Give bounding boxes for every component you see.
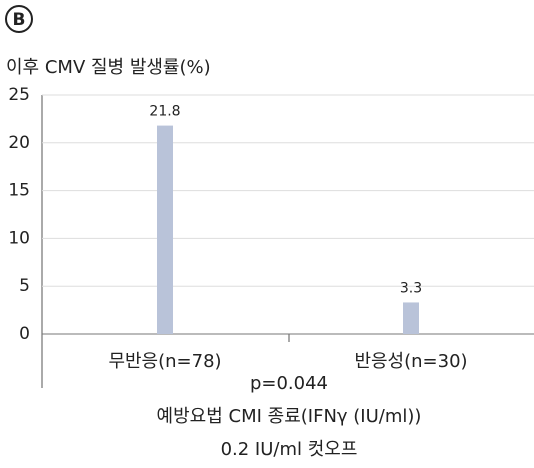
y-axis-title: 이후 CMV 질병 발생률(%) bbox=[6, 57, 211, 78]
bar bbox=[403, 302, 419, 334]
annotation: p=0.044 bbox=[250, 373, 328, 394]
x-axis-title: 예방요법 CMI 종료(IFNγ (IU/ml)) bbox=[157, 406, 422, 427]
y-tick-label: 0 bbox=[19, 324, 30, 344]
y-tick-label: 10 bbox=[8, 228, 30, 248]
x-axis-title: 0.2 IU/ml 컷오프 bbox=[221, 439, 358, 460]
x-tick-label: 무반응(n=78) bbox=[108, 351, 221, 372]
bar bbox=[157, 125, 173, 334]
y-tick-label: 15 bbox=[8, 181, 30, 201]
x-tick-label: 반응성(n=30) bbox=[354, 351, 467, 372]
y-tick-label: 20 bbox=[8, 133, 30, 153]
y-tick-label: 25 bbox=[8, 85, 30, 105]
panel-label: B bbox=[13, 10, 26, 30]
value-label: 3.3 bbox=[400, 280, 422, 296]
panel-circle bbox=[5, 5, 33, 33]
y-tick-label: 5 bbox=[19, 276, 30, 296]
value-label: 21.8 bbox=[149, 104, 180, 120]
